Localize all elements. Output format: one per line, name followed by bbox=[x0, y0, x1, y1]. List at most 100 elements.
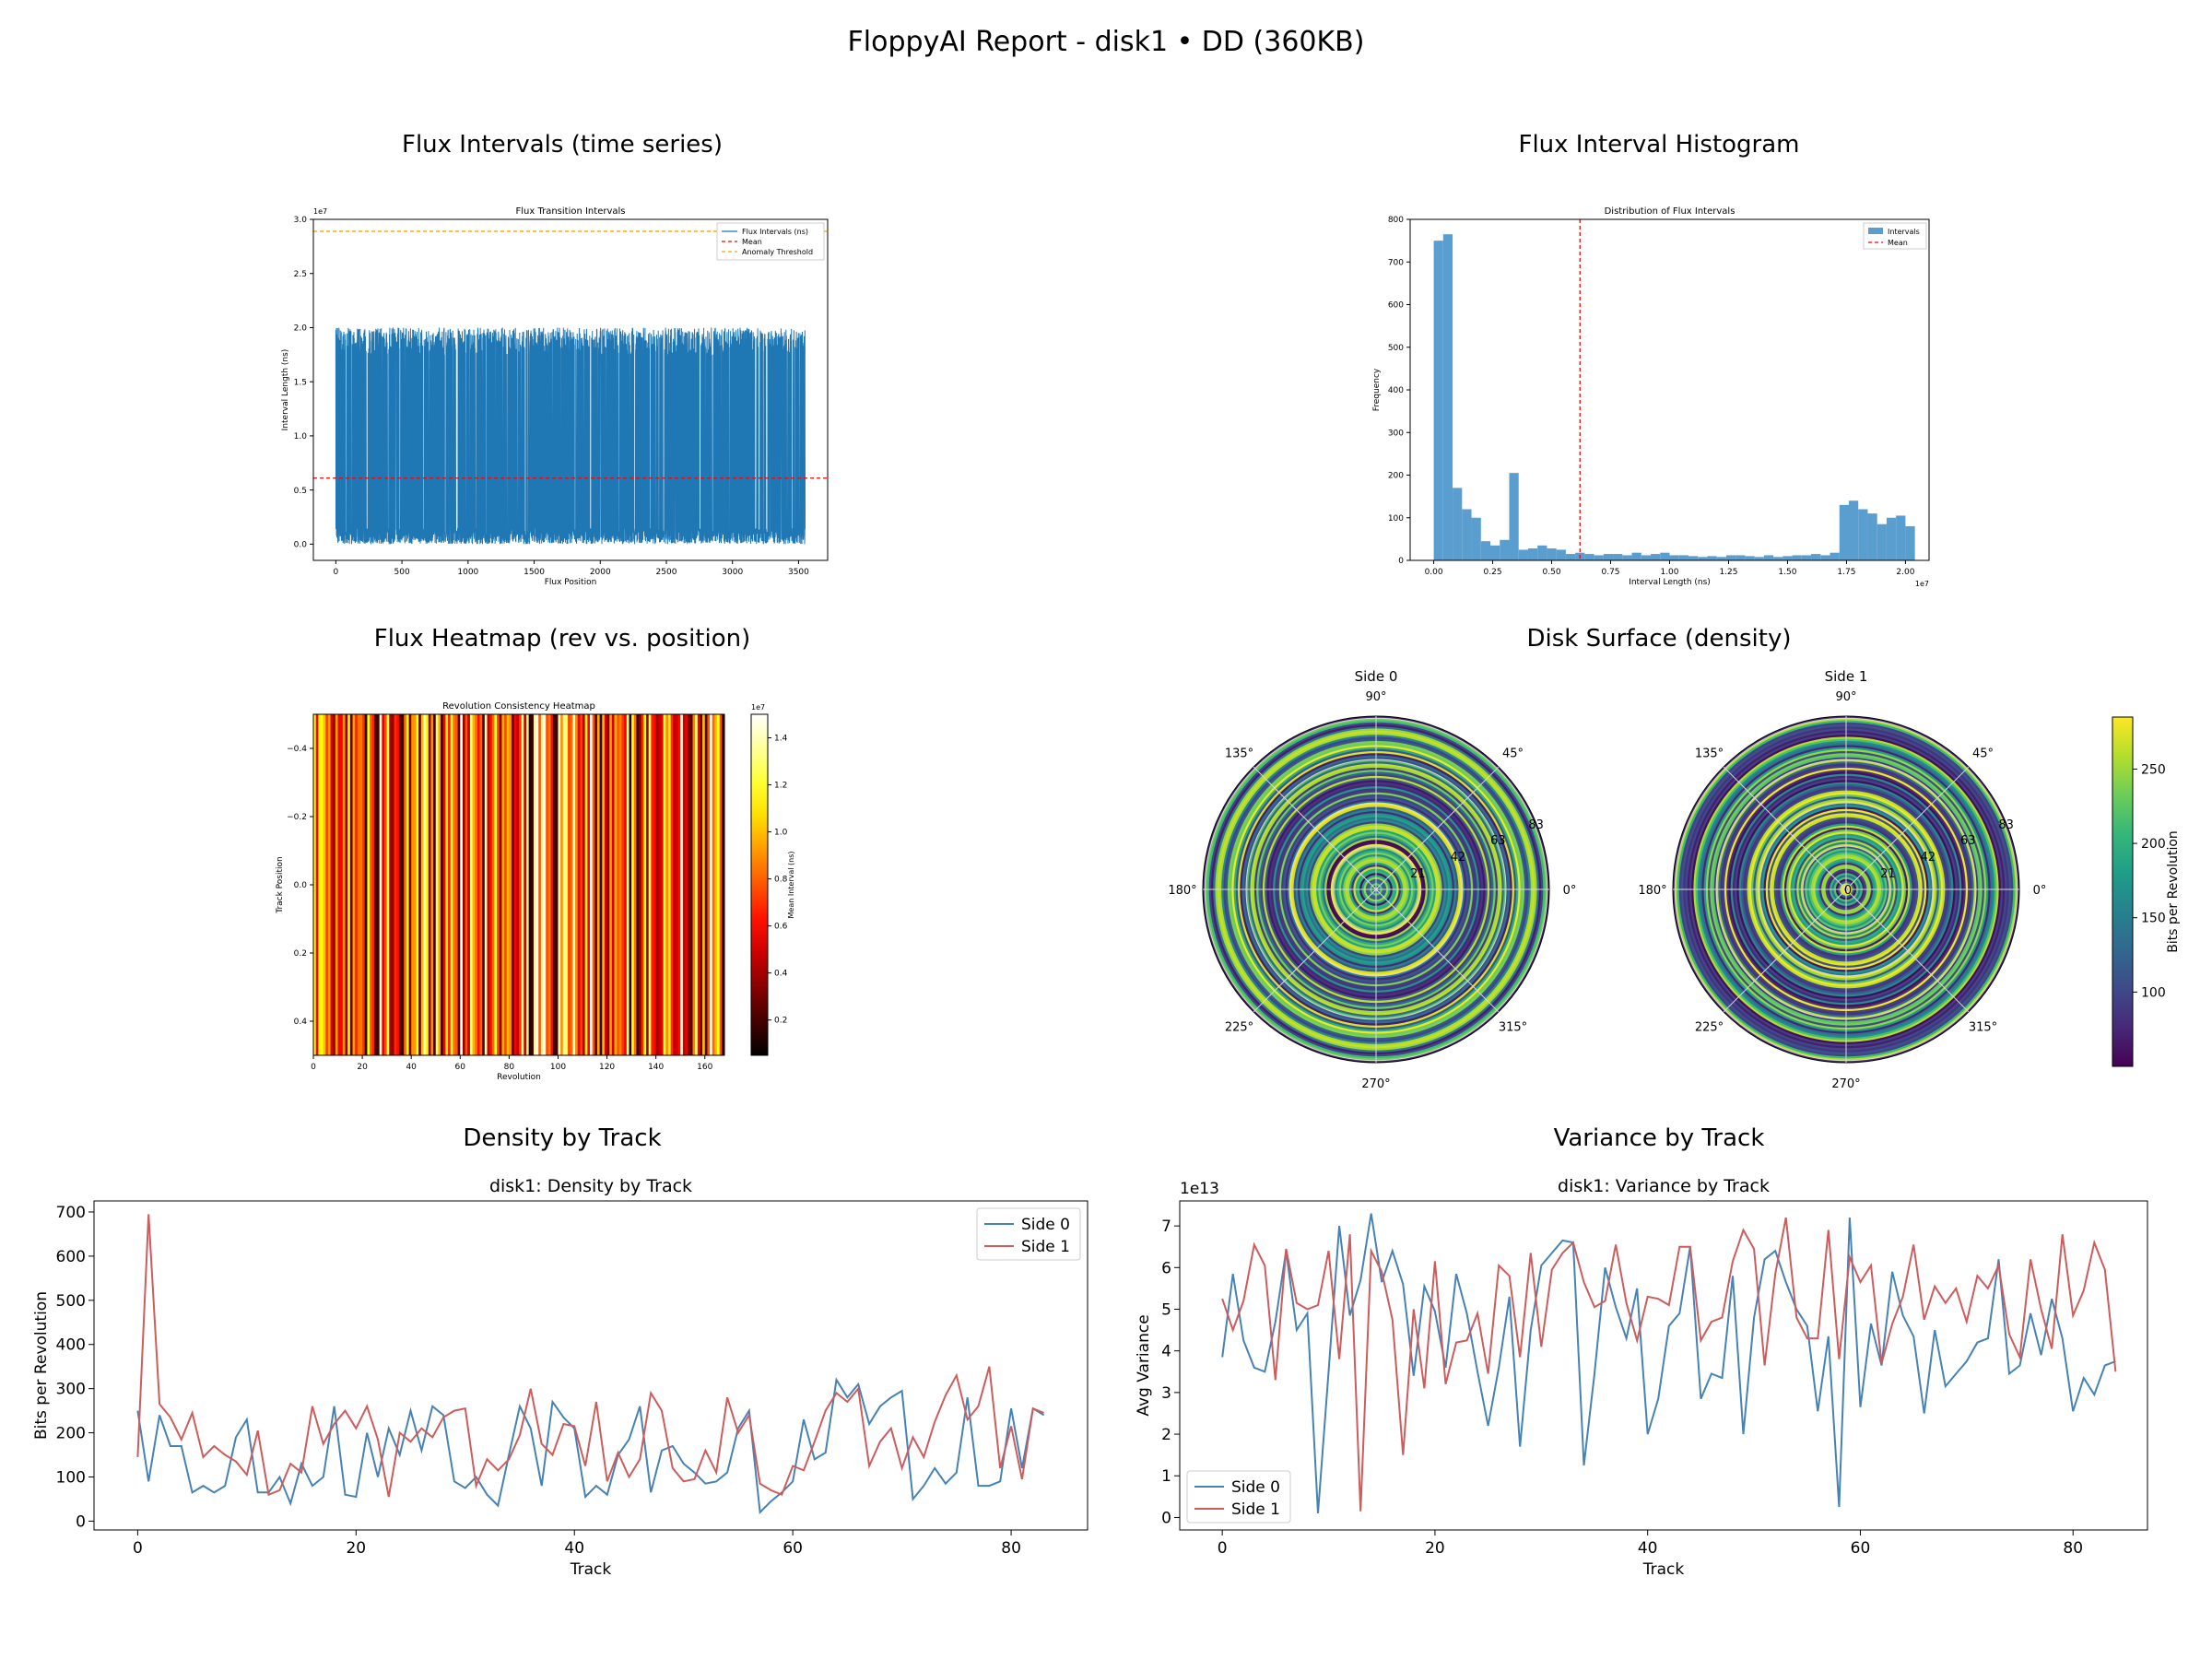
heatmap-cell bbox=[315, 714, 319, 1055]
histogram-bar bbox=[1471, 517, 1481, 560]
flux-series-panel-title: Flux Intervals (time series) bbox=[402, 131, 723, 159]
variance-ytick-label: 1 bbox=[1161, 1467, 1171, 1486]
heatmap-cell bbox=[406, 714, 409, 1055]
histogram-ytick-label: 0 bbox=[1398, 557, 1404, 566]
heatmap-xtick-label: 120 bbox=[599, 1063, 615, 1072]
histogram-bar bbox=[1783, 556, 1793, 560]
density-xtick-label: 80 bbox=[1001, 1539, 1021, 1558]
heatmap-cell bbox=[386, 714, 390, 1055]
heatmap-cell bbox=[438, 714, 441, 1055]
flux-legend-label: Mean bbox=[742, 238, 762, 246]
histogram-bar bbox=[1839, 504, 1849, 560]
heatmap-cell bbox=[677, 714, 681, 1055]
density-axes bbox=[93, 1200, 1088, 1531]
heatmap-cell bbox=[707, 714, 711, 1055]
heatmap-xtick-label: 140 bbox=[648, 1063, 664, 1072]
flux-ytick-label: 1.5 bbox=[294, 378, 307, 387]
flux-ylabel: Interval Length (ns) bbox=[281, 349, 290, 431]
density-ytick-label: 500 bbox=[56, 1292, 86, 1311]
heatmap-cell bbox=[535, 714, 539, 1055]
heatmap-cell bbox=[457, 714, 461, 1055]
surface-angle-label: 225° bbox=[1225, 1020, 1253, 1034]
heatmap-cell bbox=[396, 714, 400, 1055]
heatmap-cell bbox=[629, 714, 632, 1055]
heatmap-cell bbox=[382, 714, 385, 1055]
heatmap-cell bbox=[538, 714, 542, 1055]
histogram-bar bbox=[1877, 524, 1887, 560]
heatmap-cell bbox=[633, 714, 637, 1055]
heatmap-cell bbox=[509, 714, 512, 1055]
heatmap-cell bbox=[513, 714, 517, 1055]
histogram-xtick-label: 1.25 bbox=[1719, 568, 1737, 577]
heatmap-cell bbox=[580, 714, 583, 1055]
heatmap-cell bbox=[497, 714, 500, 1055]
histogram-bar bbox=[1801, 555, 1812, 560]
heatmap-cell bbox=[454, 714, 459, 1055]
heatmap-cell bbox=[624, 714, 628, 1055]
density-legend-label: Side 1 bbox=[1021, 1238, 1070, 1256]
heatmap-ytick-label: −0.2 bbox=[287, 813, 307, 822]
heatmap-cell bbox=[653, 714, 657, 1055]
variance-ytick-label: 2 bbox=[1161, 1426, 1171, 1444]
heatmap-cell bbox=[335, 714, 338, 1055]
heatmap-cell bbox=[435, 714, 439, 1055]
variance-xtick-label: 0 bbox=[1218, 1539, 1228, 1558]
heatmap-cell bbox=[442, 714, 446, 1055]
heatmap-cell bbox=[521, 714, 524, 1055]
heatmap-cell bbox=[426, 714, 429, 1055]
heatmap-cell bbox=[525, 714, 530, 1055]
heatmap-cell bbox=[692, 714, 696, 1055]
flux-legend-label: Anomaly Threshold bbox=[742, 248, 813, 256]
density-ytick-label: 200 bbox=[56, 1425, 86, 1443]
heatmap-cell bbox=[682, 714, 686, 1055]
heatmap-cell bbox=[546, 714, 549, 1055]
heatmap-cell bbox=[506, 714, 510, 1055]
histogram-bar bbox=[1792, 555, 1802, 560]
heatmap-cell bbox=[611, 714, 615, 1055]
heatmap-ytick-label: 0.4 bbox=[294, 1018, 308, 1027]
variance-series-line-1 bbox=[1221, 1217, 2117, 1512]
heatmap-cell bbox=[430, 714, 434, 1055]
heatmap-cell bbox=[345, 714, 348, 1055]
heatmap-cell bbox=[524, 714, 527, 1055]
heatmap-cell bbox=[519, 714, 523, 1055]
heatmap-cell bbox=[565, 714, 569, 1055]
surface-angle-label: 90° bbox=[1365, 690, 1386, 704]
heatmap-cell bbox=[689, 714, 693, 1055]
surface-angle-label: 270° bbox=[1831, 1077, 1860, 1091]
heatmap-cell bbox=[582, 714, 586, 1055]
histogram-ytick-label: 200 bbox=[1388, 472, 1404, 481]
surface-angle-label: 270° bbox=[1361, 1077, 1390, 1091]
heatmap-xlabel: Revolution bbox=[497, 1073, 541, 1082]
report-title: FloppyAI Report - disk1 • DD (360KB) bbox=[847, 26, 1365, 58]
variance-ytick-label: 4 bbox=[1161, 1343, 1171, 1361]
histogram-bar bbox=[1716, 557, 1726, 560]
variance-ytick-label: 5 bbox=[1161, 1300, 1171, 1319]
heatmap-cell bbox=[423, 714, 427, 1055]
heatmap-cell bbox=[408, 714, 412, 1055]
flux-ytick-label: 3.0 bbox=[294, 216, 308, 225]
histogram-exponent: 1e7 bbox=[1915, 580, 1929, 588]
heatmap-cell bbox=[599, 714, 603, 1055]
heatmap-cell bbox=[560, 714, 564, 1055]
heatmap-cell bbox=[327, 714, 331, 1055]
surface-radial-label: 83 bbox=[1998, 818, 2014, 832]
histogram-bar bbox=[1518, 549, 1528, 560]
heatmap-cell bbox=[467, 714, 471, 1055]
heatmap-cell bbox=[318, 714, 322, 1055]
heatmap-cell bbox=[685, 714, 688, 1055]
histogram-bar bbox=[1660, 552, 1670, 560]
surface-angle-label: 135° bbox=[1695, 747, 1724, 761]
histogram-xtick-label: 0.75 bbox=[1601, 568, 1619, 577]
heatmap-cell bbox=[648, 714, 652, 1055]
surface-colorbar-tick-label: 250 bbox=[2141, 762, 2166, 777]
heatmap-cell bbox=[355, 714, 359, 1055]
heatmap-cell bbox=[367, 714, 371, 1055]
heatmap-cell bbox=[460, 714, 464, 1055]
heatmap-cell bbox=[404, 714, 407, 1055]
histogram-ytick-label: 400 bbox=[1388, 386, 1404, 395]
heatmap-cell bbox=[651, 714, 654, 1055]
surface-angle-label: 315° bbox=[1499, 1020, 1527, 1034]
flux-xtick-label: 3500 bbox=[788, 568, 809, 577]
